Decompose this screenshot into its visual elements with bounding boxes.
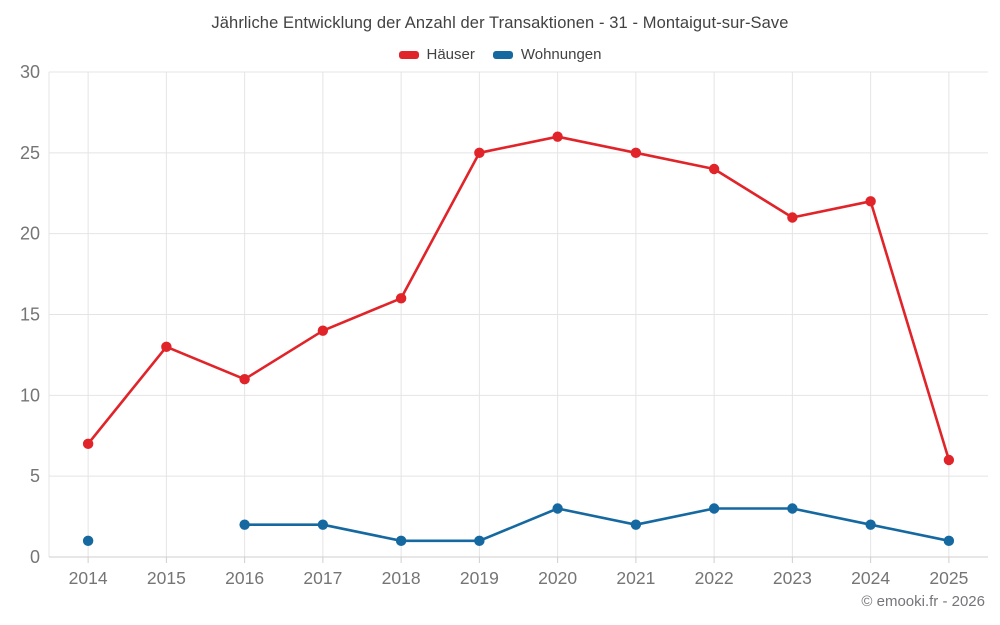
y-tick-label-30: 30 <box>20 62 40 82</box>
data-point-wohnungen-2014[interactable] <box>82 535 94 547</box>
legend-label-haeuser: Häuser <box>426 46 475 63</box>
x-tick-label-2018: 2018 <box>382 568 421 588</box>
x-tick-label-2017: 2017 <box>303 568 342 588</box>
data-point-wohnungen-2019[interactable] <box>474 535 485 547</box>
x-tick-label-2016: 2016 <box>225 568 264 588</box>
data-point-haeuser-2021[interactable] <box>630 147 642 159</box>
x-tick-label-2020: 2020 <box>538 568 577 588</box>
data-point-haeuser-2017[interactable] <box>317 325 329 336</box>
data-point-haeuser-2020[interactable] <box>552 131 563 142</box>
data-point-haeuser-2024[interactable] <box>865 196 876 207</box>
data-point-haeuser-2015[interactable] <box>161 341 172 353</box>
legend-swatch-wohnungen-icon <box>492 50 513 59</box>
x-tick-label-2014: 2014 <box>69 568 108 588</box>
y-tick-label-25: 25 <box>20 143 40 163</box>
y-tick-label-5: 5 <box>30 466 40 486</box>
data-point-wohnungen-2025[interactable] <box>943 535 955 547</box>
x-tick-label-2023: 2023 <box>773 568 812 588</box>
data-point-wohnungen-2020[interactable] <box>552 503 563 514</box>
data-point-wohnungen-2022[interactable] <box>708 503 720 514</box>
data-point-haeuser-2023[interactable] <box>787 212 798 223</box>
legend-item-wohnungen[interactable]: Wohnungen <box>492 46 602 63</box>
x-tick-label-2019: 2019 <box>460 568 499 588</box>
chart-title: Jährliche Entwicklung der Anzahl der Tra… <box>211 14 789 32</box>
data-point-haeuser-2014[interactable] <box>82 438 94 450</box>
x-tick-label-2015: 2015 <box>147 568 186 588</box>
y-tick-label-10: 10 <box>20 385 40 405</box>
data-point-haeuser-2025[interactable] <box>943 454 955 466</box>
y-tick-label-15: 15 <box>20 305 40 325</box>
series-line-haeuser[interactable] <box>86 135 951 462</box>
x-tick-label-2024: 2024 <box>851 568 890 588</box>
data-point-wohnungen-2021[interactable] <box>630 519 642 530</box>
data-point-wohnungen-2023[interactable] <box>787 503 798 514</box>
series-line-wohnungen[interactable] <box>243 507 951 543</box>
legend-item-haeuser[interactable]: Häuser <box>398 46 475 63</box>
data-point-haeuser-2019[interactable] <box>474 147 485 159</box>
y-tick-label-0: 0 <box>30 547 40 567</box>
data-point-haeuser-2016[interactable] <box>239 373 250 385</box>
footer-credit: © emooki.fr - 2026 <box>861 593 985 610</box>
legend-swatch-haeuser-icon <box>398 50 419 59</box>
x-tick-label-2022: 2022 <box>695 568 734 588</box>
y-tick-label-20: 20 <box>20 224 40 244</box>
data-point-wohnungen-2016[interactable] <box>239 519 250 530</box>
legend: Häuser Wohnungen <box>0 46 1000 63</box>
x-tick-label-2021: 2021 <box>616 568 655 588</box>
data-point-wohnungen-2024[interactable] <box>865 519 876 530</box>
x-tick-label-2025: 2025 <box>929 568 968 588</box>
data-point-wohnungen-2017[interactable] <box>317 519 329 530</box>
data-point-wohnungen-2018[interactable] <box>395 535 407 547</box>
data-point-haeuser-2022[interactable] <box>708 163 720 175</box>
data-point-haeuser-2018[interactable] <box>395 293 407 304</box>
legend-label-wohnungen: Wohnungen <box>520 46 602 63</box>
